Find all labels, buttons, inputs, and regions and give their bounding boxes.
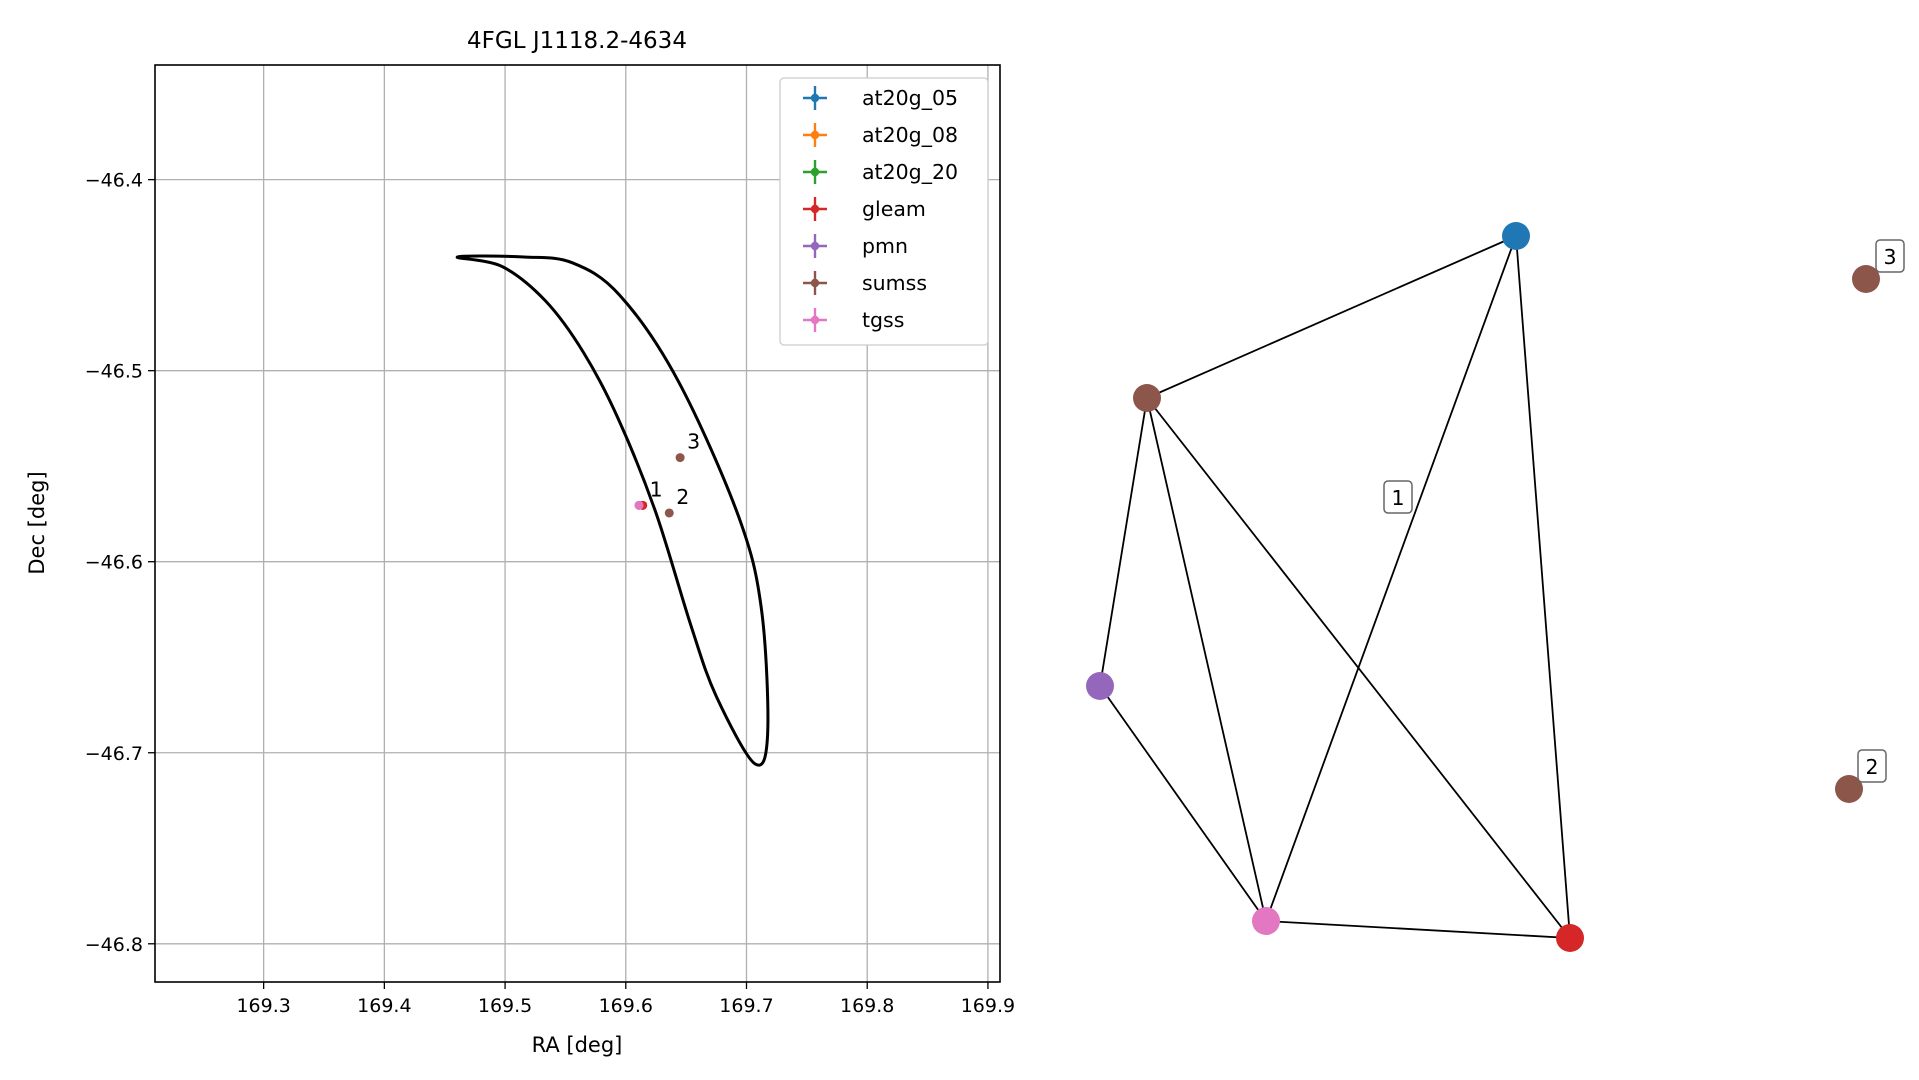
legend-label: gleam [862, 197, 926, 221]
x-tick-label: 169.5 [478, 995, 532, 1017]
legend-entry-at20g_05: at20g_05 [803, 86, 958, 111]
y-axis-ticks: −46.4 −46.5 −46.6 −46.7 −46.8 [85, 170, 155, 956]
edge-blue-red [1515, 235, 1571, 939]
sumss-point [675, 453, 685, 463]
x-tick-label: 169.6 [599, 995, 653, 1017]
legend-marker-dot [810, 278, 820, 288]
node-at20g [1502, 222, 1530, 250]
edge-brown1-purple [1099, 397, 1148, 687]
plot-area: 1 2 3 [455, 254, 770, 767]
x-tick-label: 169.7 [719, 995, 773, 1017]
legend-marker-dot [810, 167, 820, 177]
axes-frame [154, 64, 1001, 983]
y-tick-label: −46.7 [85, 743, 143, 765]
edge-brown1-blue [1146, 235, 1517, 399]
point-label: 1 [650, 477, 663, 501]
legend-entry-at20g_20: at20g_20 [803, 160, 958, 185]
node-sumss [1835, 775, 1863, 803]
legend-label: at20g_05 [862, 86, 958, 111]
node-badge: 3 [1875, 239, 1905, 273]
legend-entry-at20g_08: at20g_08 [803, 123, 958, 148]
chart-title: 4FGL J1118.2-4634 [467, 28, 687, 54]
network-nodes: 32 [1086, 222, 1905, 952]
network-panel: 32 1 [1086, 222, 1905, 952]
legend-marker-dot [810, 130, 820, 140]
legend-label: pmn [862, 234, 908, 258]
point-label: 3 [687, 430, 700, 454]
node-pmn [1086, 672, 1114, 700]
legend-marker-dot [810, 315, 820, 325]
node-badge: 2 [1857, 749, 1887, 783]
legend-entry-pmn: pmn [803, 234, 908, 258]
component-label-badge: 1 [1383, 480, 1413, 514]
network-edges [1099, 235, 1571, 939]
edge-purple-pink [1099, 685, 1267, 922]
edge-brown1-red [1146, 397, 1571, 939]
y-tick-label: −46.6 [85, 552, 143, 574]
y-tick-label: −46.5 [85, 361, 143, 383]
x-tick-label: 169.4 [357, 995, 411, 1017]
node-sumss [1133, 384, 1161, 412]
legend-entry-gleam: gleam [803, 197, 926, 221]
x-tick-label: 169.9 [961, 995, 1015, 1017]
legend-entry-tgss: tgss [803, 308, 904, 332]
legend-label: sumss [862, 271, 927, 295]
x-tick-label: 169.8 [840, 995, 894, 1017]
x-axis-label: RA [deg] [532, 1033, 623, 1057]
error-ellipse [455, 254, 770, 767]
legend-label: tgss [862, 308, 904, 332]
legend-label: at20g_08 [862, 123, 958, 148]
node-sumss [1852, 265, 1880, 293]
point-label: 2 [676, 485, 689, 509]
edge-brown1-pink [1146, 397, 1267, 922]
edge-pink-red [1265, 920, 1571, 939]
legend-marker-dot [810, 93, 820, 103]
scatter-panel: 4FGL J1118.2-4634 1 23 169.3 169.4 169.5 169… [25, 28, 1015, 1057]
legend-label: at20g_20 [862, 160, 958, 185]
x-tick-label: 169.3 [236, 995, 290, 1017]
y-tick-label: −46.4 [85, 170, 143, 192]
sumss-point [664, 508, 674, 518]
y-axis-label: Dec [deg] [25, 471, 49, 574]
y-tick-label: −46.8 [85, 934, 143, 956]
legend-marker-dot [810, 241, 820, 251]
x-axis-ticks: 169.3 169.4 169.5 169.6 169.7 169.8 169.9 [236, 982, 1015, 1017]
legend-marker-dot [810, 204, 820, 214]
node-tgss [1252, 907, 1280, 935]
legend-entry-sumss: sumss [803, 271, 927, 295]
edge-blue-pink [1265, 235, 1517, 922]
node-gleam [1556, 924, 1584, 952]
node-badge-text: 2 [1865, 755, 1878, 779]
node-badge-text: 3 [1883, 245, 1896, 269]
component-label-text: 1 [1391, 486, 1404, 510]
tgss-point [634, 500, 644, 510]
legend-box [779, 77, 989, 346]
